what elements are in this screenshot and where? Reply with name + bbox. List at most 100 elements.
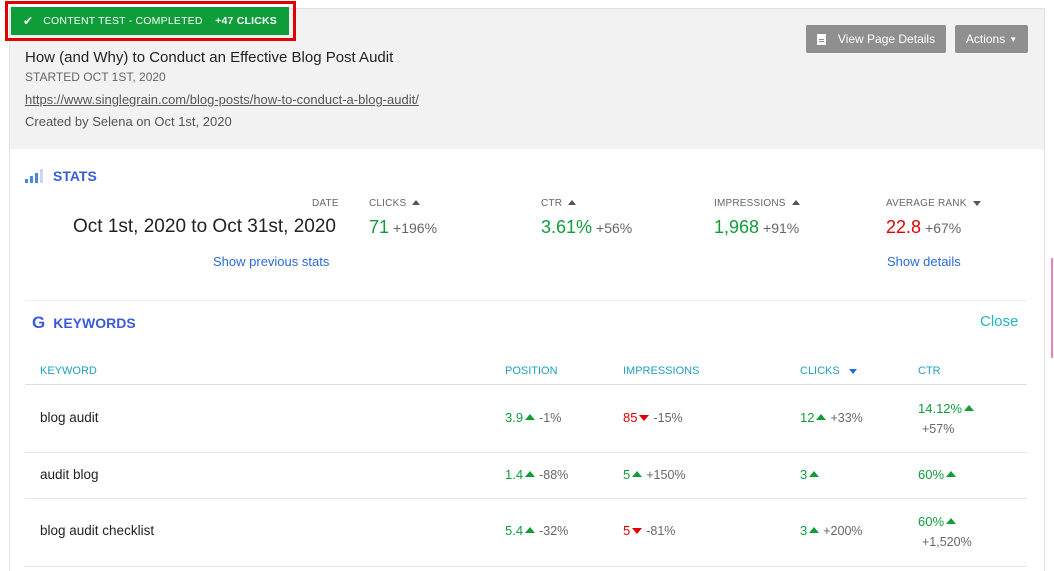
status-text: CONTENT TEST - COMPLETED	[43, 15, 203, 27]
table-row: audit blog 1.4 -88% 5 +150% 3 60%	[25, 453, 1027, 499]
table-header-divider	[25, 384, 1027, 385]
keywords-heading: G KEYWORDS	[32, 313, 136, 333]
started-date: STARTED OCT 1ST, 2020	[25, 70, 166, 84]
down-arrow-icon	[639, 415, 650, 421]
position-delta: -88%	[539, 468, 569, 482]
position-delta: -1%	[539, 411, 562, 425]
clicks-value: 12	[800, 410, 815, 425]
up-arrow-icon	[525, 414, 536, 420]
clicks-value: 3	[800, 467, 808, 482]
ctr-cell: 14.12%	[918, 401, 975, 416]
column-header-keyword[interactable]: KEYWORD	[40, 365, 97, 377]
clicks-cell: 3 +200%	[800, 523, 863, 538]
impressions-value: 5	[623, 467, 631, 482]
actions-button-label: Actions	[965, 32, 1006, 46]
clicks-column-text: CLICKS	[800, 365, 840, 377]
up-arrow-icon	[525, 527, 536, 533]
page-url-link[interactable]: https://www.singlegrain.com/blog-posts/h…	[25, 92, 419, 107]
clicks-cell: 12 +33%	[800, 410, 863, 425]
created-by: Created by Selena on Oct 1st, 2020	[25, 114, 232, 129]
up-arrow-icon	[809, 527, 820, 533]
view-page-details-button[interactable]: View Page Details	[806, 25, 946, 53]
sort-up-icon	[412, 200, 421, 205]
keywords-title: KEYWORDS	[53, 315, 136, 331]
position-value: 3.9	[505, 410, 524, 425]
column-header-impressions[interactable]: IMPRESSIONS	[623, 365, 700, 377]
position-cell: 1.4 -88%	[505, 467, 568, 482]
table-row: blog audit 3.9 -1% 85 -15% 12 +33% 14.12% +…	[25, 385, 1027, 453]
sort-up-icon	[791, 200, 800, 205]
ctr-delta: +1,520%	[922, 535, 972, 549]
impressions-value: 85	[623, 410, 638, 425]
ctr-label[interactable]: CTR	[541, 198, 577, 209]
clicks-label[interactable]: CLICKS	[369, 198, 421, 209]
up-arrow-icon	[964, 405, 975, 411]
average-rank-label-text: AVERAGE RANK	[886, 198, 967, 209]
clicks-delta: +200%	[823, 524, 863, 538]
ctr-delta: +57%	[922, 422, 955, 436]
impressions-cell: 5 -81%	[623, 523, 675, 538]
up-arrow-icon	[632, 471, 643, 477]
scrollbar-edge[interactable]	[1051, 258, 1053, 358]
up-arrow-icon	[946, 471, 957, 477]
impressions-label[interactable]: IMPRESSIONS	[714, 198, 800, 209]
up-arrow-icon	[816, 414, 827, 420]
document-icon	[816, 33, 826, 45]
impressions-value: 5	[623, 523, 631, 538]
clicks-cell: 3	[800, 467, 820, 482]
clicks-delta: +33%	[830, 411, 863, 425]
date-label: DATE	[312, 198, 339, 209]
page-title: How (and Why) to Conduct an Effective Bl…	[25, 49, 394, 66]
impressions-delta: -15%	[653, 411, 683, 425]
stats-heading: STATS	[25, 168, 97, 184]
clicks-label-text: CLICKS	[369, 198, 407, 209]
actions-dropdown-button[interactable]: Actions ▼	[955, 25, 1028, 53]
google-icon: G	[32, 313, 46, 332]
ctr-value: 60%	[918, 514, 945, 529]
column-header-position[interactable]: POSITION	[505, 365, 558, 377]
close-keywords-link[interactable]: Close	[980, 313, 1019, 330]
impressions-label-text: IMPRESSIONS	[714, 198, 786, 209]
ctr-metric: 3.61% +56%	[541, 217, 632, 238]
impressions-value: 1,968	[714, 217, 760, 237]
impressions-delta: +150%	[646, 468, 686, 482]
ctr-value: 60%	[918, 467, 945, 482]
up-arrow-icon	[946, 518, 957, 524]
position-cell: 5.4 -32%	[505, 523, 568, 538]
impressions-delta: +91%	[763, 220, 800, 236]
show-previous-stats-link[interactable]: Show previous stats	[213, 254, 330, 269]
ctr-value: 3.61%	[541, 217, 593, 237]
position-cell: 3.9 -1%	[505, 410, 561, 425]
average-rank-value: 22.8	[886, 217, 922, 237]
average-rank-label[interactable]: AVERAGE RANK	[886, 198, 981, 209]
sort-up-icon	[568, 200, 577, 205]
average-rank-metric: 22.8 +67%	[886, 217, 961, 238]
ctr-value: 14.12%	[918, 401, 963, 416]
table-row: blog audit checklist 5.4 -32% 5 -81% 3 +200…	[25, 499, 1027, 567]
clicks-metric: 71 +196%	[369, 217, 437, 238]
keyword-cell: blog audit checklist	[40, 523, 155, 538]
caret-down-icon: ▼	[1009, 34, 1018, 44]
stats-title: STATS	[53, 168, 97, 184]
ctr-cell: 60%	[918, 467, 957, 482]
sort-down-icon	[972, 201, 981, 206]
position-delta: -32%	[539, 524, 569, 538]
down-arrow-icon	[632, 528, 643, 534]
view-button-label: View Page Details	[837, 32, 936, 46]
ctr-cell: 60%	[918, 514, 957, 529]
keyword-cell: blog audit	[40, 410, 99, 425]
position-value: 5.4	[505, 523, 524, 538]
column-header-ctr[interactable]: CTR	[918, 365, 941, 377]
ctr-label-text: CTR	[541, 198, 563, 209]
status-badge: ✔ CONTENT TEST - COMPLETED +47 CLICKS	[11, 7, 289, 35]
show-details-link[interactable]: Show details	[887, 254, 961, 269]
check-icon: ✔	[23, 14, 34, 28]
clicks-value: 71	[369, 217, 390, 237]
keyword-cell: audit blog	[40, 467, 99, 482]
impressions-cell: 5 +150%	[623, 467, 686, 482]
impressions-metric: 1,968 +91%	[714, 217, 799, 238]
column-header-clicks[interactable]: CLICKS	[800, 365, 857, 377]
clicks-gain: +47 CLICKS	[215, 15, 277, 27]
up-arrow-icon	[525, 471, 536, 477]
clicks-delta: +196%	[393, 220, 438, 236]
